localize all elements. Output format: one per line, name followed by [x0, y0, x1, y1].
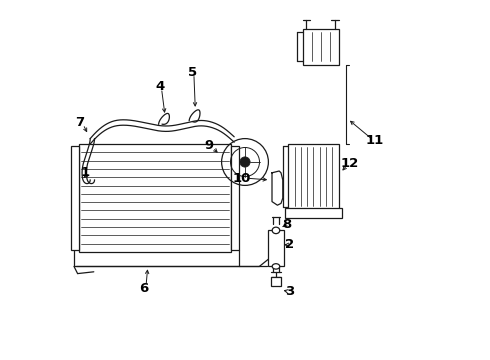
Bar — [72, 146, 79, 250]
Text: 12: 12 — [340, 157, 359, 170]
Text: 6: 6 — [140, 282, 149, 294]
Text: 1: 1 — [80, 166, 89, 179]
Bar — [285, 208, 342, 218]
Text: 11: 11 — [366, 134, 384, 147]
Text: 10: 10 — [232, 172, 250, 185]
Text: 4: 4 — [156, 80, 165, 93]
Bar — [288, 144, 339, 209]
Bar — [303, 29, 339, 65]
Text: 5: 5 — [188, 66, 197, 78]
Text: 8: 8 — [282, 219, 291, 231]
Text: 7: 7 — [75, 116, 84, 129]
Ellipse shape — [272, 264, 280, 269]
Text: 2: 2 — [286, 238, 294, 251]
Bar — [231, 146, 239, 250]
Bar — [271, 277, 281, 286]
Circle shape — [240, 157, 250, 167]
Ellipse shape — [272, 227, 280, 234]
Text: 9: 9 — [204, 139, 214, 152]
Bar — [79, 144, 231, 252]
Bar — [269, 230, 284, 266]
Text: 3: 3 — [285, 285, 294, 298]
